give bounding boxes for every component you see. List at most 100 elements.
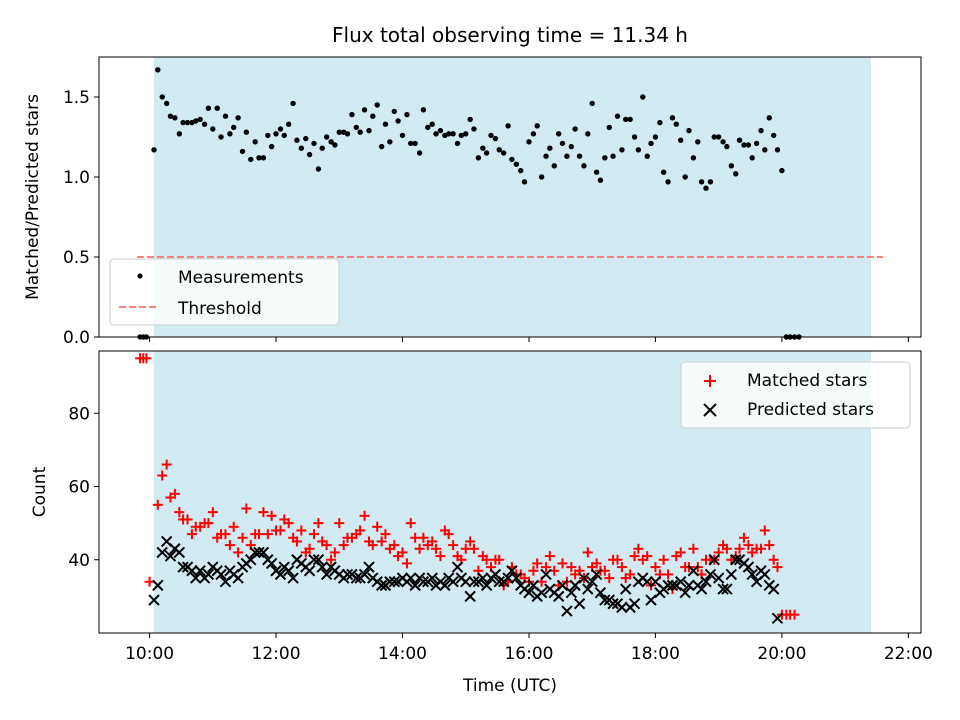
measurement-point xyxy=(623,116,629,123)
predicted-star-marker xyxy=(721,583,733,595)
measurement-point xyxy=(543,153,549,159)
matched-star-marker xyxy=(582,547,593,558)
measurement-point xyxy=(703,185,709,191)
top-y-axis-label: Matched/Predicted stars xyxy=(23,94,43,300)
top-y-tick-label: 1.0 xyxy=(63,168,90,188)
bottom-y-tick-label: 40 xyxy=(68,551,90,571)
predicted-star-marker xyxy=(312,554,325,566)
measurement-point xyxy=(669,115,676,121)
measurement-point xyxy=(513,161,520,167)
measurement-point xyxy=(779,167,785,174)
measurement-point xyxy=(273,131,279,137)
predicted-star-marker xyxy=(384,576,396,588)
measurement-point xyxy=(627,116,633,123)
matched-star-marker xyxy=(427,536,438,547)
predicted-star-marker xyxy=(586,576,598,588)
predicted-star-marker xyxy=(417,576,430,588)
measurement-point xyxy=(483,150,490,156)
measurement-point xyxy=(534,123,540,129)
measurement-point xyxy=(619,147,625,153)
predicted-star-marker xyxy=(523,587,535,599)
matched-star-marker xyxy=(241,503,252,514)
legend-label-measurements: Measurements xyxy=(178,268,304,288)
x-axis-label: Time (UTC) xyxy=(462,676,557,696)
predicted-star-marker xyxy=(712,572,725,584)
measurement-point xyxy=(323,134,330,140)
measurement-point xyxy=(518,167,524,174)
predicted-star-marker xyxy=(675,576,687,588)
matched-star-marker xyxy=(291,536,302,547)
measurement-point xyxy=(361,107,368,113)
measurement-point xyxy=(678,137,684,143)
measurement-point xyxy=(416,150,423,156)
measurement-point xyxy=(378,143,385,150)
matched-star-marker xyxy=(544,551,555,562)
measurement-point xyxy=(408,140,414,147)
measurement-point xyxy=(172,115,178,121)
measurement-point xyxy=(736,137,743,143)
measurement-point xyxy=(332,142,338,148)
measurement-point xyxy=(357,129,363,135)
matched-star-marker xyxy=(224,540,235,551)
measurement-point xyxy=(412,140,418,147)
measurement-point xyxy=(230,124,237,131)
predicted-star-marker xyxy=(287,572,299,584)
measurement-point xyxy=(610,153,616,159)
measurement-point xyxy=(648,140,654,147)
matched-star-marker xyxy=(169,488,180,499)
matched-star-marker xyxy=(448,540,459,551)
predicted-star-marker xyxy=(164,550,177,562)
measurement-point xyxy=(720,139,726,145)
measurement-point xyxy=(640,94,646,100)
predicted-star-marker xyxy=(265,557,278,570)
measurement-point xyxy=(635,147,642,153)
measurement-point xyxy=(429,121,435,127)
top-y-tick-label: 0.0 xyxy=(63,328,90,348)
measurement-point xyxy=(265,132,271,139)
matched-star-marker xyxy=(266,510,277,521)
matched-star-marker xyxy=(633,543,644,554)
measurement-point xyxy=(530,131,537,137)
predicted-star-marker xyxy=(683,579,695,592)
predicted-star-marker xyxy=(578,572,590,584)
predicted-star-marker xyxy=(257,546,270,559)
measurement-point xyxy=(673,121,679,127)
predicted-star-marker xyxy=(582,583,594,595)
matched-star-marker xyxy=(738,532,749,543)
measurement-point xyxy=(597,177,604,183)
measurement-point xyxy=(201,121,208,127)
predicted-star-marker xyxy=(730,554,742,566)
predicted-star-marker xyxy=(662,579,674,592)
matched-star-marker xyxy=(756,543,767,554)
top-y-tick-label: 1.5 xyxy=(63,88,90,108)
matched-star-marker xyxy=(772,562,783,573)
predicted-star-marker xyxy=(156,546,168,559)
matched-star-marker xyxy=(465,536,476,547)
measurement-point xyxy=(399,132,406,139)
matched-star-marker xyxy=(743,540,754,551)
bottom-y-tick-label: 60 xyxy=(68,478,90,498)
measurement-point xyxy=(210,126,216,132)
measurement-point xyxy=(298,145,305,151)
chart-title: Flux total observing time = 11.34 h xyxy=(332,23,688,47)
measurement-point xyxy=(391,108,397,115)
matched-star-marker xyxy=(468,543,479,554)
measurement-point xyxy=(492,135,499,142)
matched-star-marker xyxy=(182,514,193,525)
measurement-point xyxy=(159,94,165,100)
measurement-point xyxy=(243,129,250,135)
measurement-point xyxy=(353,124,360,131)
measurement-point xyxy=(437,127,444,134)
measurement-point xyxy=(724,143,730,150)
measurement-point xyxy=(521,179,528,185)
predicted-star-marker xyxy=(540,568,552,581)
measurement-point xyxy=(728,163,735,169)
matched-star-marker xyxy=(380,529,391,540)
bottom-panel: 40 60 80 10:00 12:00 14:00 16:00 18:00 20:00 22:0… xyxy=(30,350,933,696)
measurement-point xyxy=(547,145,553,151)
top-legend: Measurements Threshold xyxy=(109,258,340,326)
predicted-star-marker xyxy=(569,579,581,592)
predicted-star-marker xyxy=(202,568,215,581)
predicted-star-marker xyxy=(679,587,691,599)
